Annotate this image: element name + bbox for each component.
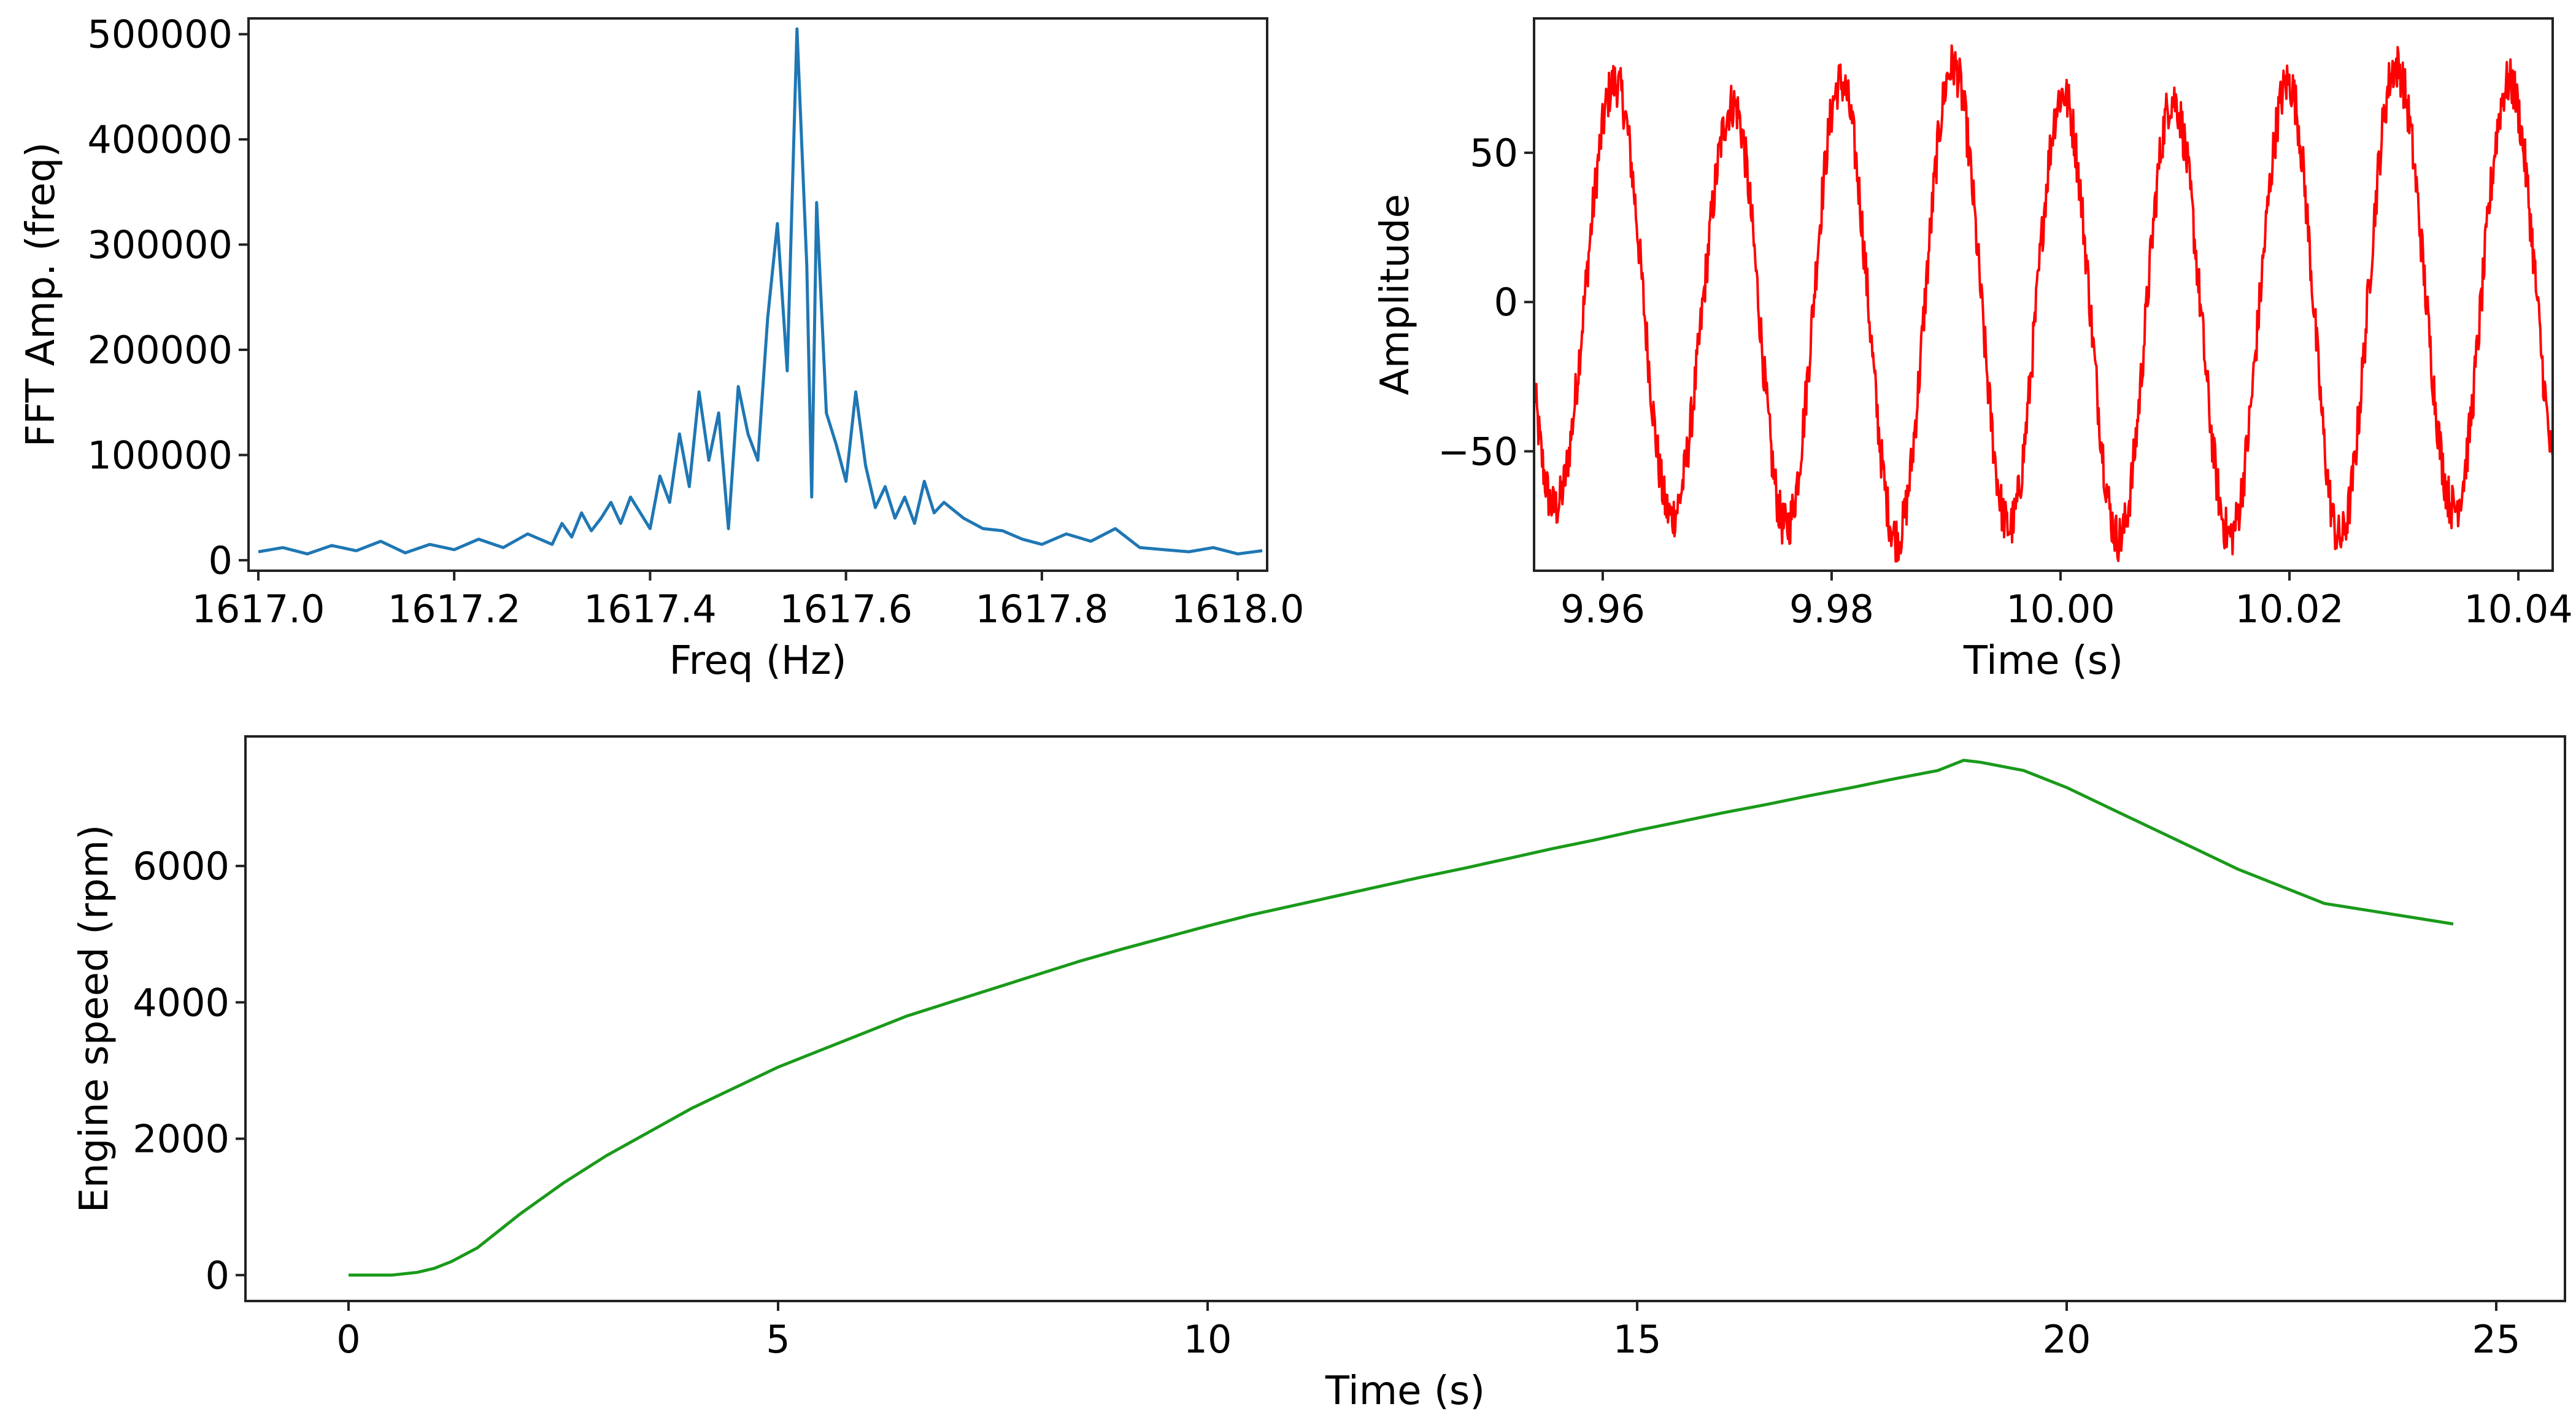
x-tick-label-time-signal-1: 9.98: [1789, 587, 1874, 631]
x-tick-label-time-signal-3: 10.02: [2235, 587, 2344, 631]
x-tick-label-time-signal-2: 10.00: [2006, 587, 2115, 631]
x-tick-label-fft-5: 1618.0: [1171, 587, 1305, 631]
y-tick-label-fft-4: 400000: [87, 117, 233, 162]
x-tick-label-time-signal-4: 10.04: [2464, 587, 2573, 631]
x-tick-label-time-signal-0: 9.96: [1560, 587, 1645, 631]
y-axis-label-time-signal: Amplitude: [1373, 194, 1418, 395]
y-tick-label-fft-1: 100000: [87, 433, 233, 477]
chart-time-signal: 9.96 9.98 10.00 10.02 10.04 −50 0 50 Time (s) Amp…: [1373, 17, 2573, 684]
series-line-fft-0: [258, 27, 1263, 556]
plot-frame-engine-speed: [244, 735, 2566, 1302]
y-axis-label-engine-speed: Engine speed (rpm): [72, 825, 117, 1213]
series-line-engine-speed-0: [349, 759, 2454, 1277]
y-tick-label-fft-2: 200000: [87, 328, 233, 373]
x-tick-label-fft-1: 1617.2: [388, 587, 521, 631]
plot-frame-time-signal: [1533, 17, 2554, 572]
x-tick-label-engine-speed-2: 10: [1184, 1317, 1232, 1362]
x-axis-label-engine-speed: Time (s): [1325, 1369, 1485, 1414]
plot-frame-fft: [247, 17, 1268, 572]
y-tick-label-time-signal-2: 50: [1470, 131, 1518, 176]
x-tick-label-engine-speed-4: 20: [2043, 1317, 2091, 1362]
y-tick-label-engine-speed-0: 0: [206, 1253, 229, 1298]
chart-fft: 1617.0 1617.2 1617.4 1617.6 1617.8 1618.0 0 100…: [18, 12, 1305, 684]
x-tick-label-engine-speed-0: 0: [336, 1317, 360, 1362]
y-tick-label-time-signal-1: 0: [1494, 280, 1518, 325]
x-axis-label-time-signal: Time (s): [1963, 638, 2123, 684]
y-tick-label-engine-speed-2: 4000: [133, 980, 229, 1025]
chart-engine-speed: 0 5 10 15 20 25 0 2000 4000 6000 Time (s) Engine sp…: [72, 735, 2566, 1414]
x-tick-label-engine-speed-3: 15: [1613, 1317, 1662, 1362]
y-tick-label-time-signal-0: −50: [1438, 429, 1518, 474]
y-tick-label-engine-speed-1: 2000: [133, 1117, 229, 1162]
y-tick-label-fft-0: 0: [209, 538, 233, 583]
x-tick-label-engine-speed-5: 25: [2472, 1317, 2521, 1362]
y-tick-label-engine-speed-3: 6000: [133, 844, 229, 889]
x-tick-label-engine-speed-1: 5: [766, 1317, 790, 1362]
x-tick-label-fft-3: 1617.6: [779, 587, 912, 631]
y-tick-label-fft-3: 300000: [87, 223, 233, 268]
x-tick-label-fft-2: 1617.4: [584, 587, 717, 631]
x-tick-label-fft-0: 1617.0: [191, 587, 325, 631]
y-tick-label-fft-5: 500000: [87, 12, 233, 57]
x-axis-label-fft: Freq (Hz): [669, 638, 846, 684]
y-axis-label-fft: FFT Amp. (freq): [18, 142, 64, 447]
series-line-time-signal-0: [1534, 44, 2553, 563]
x-tick-label-fft-4: 1617.8: [975, 587, 1108, 631]
